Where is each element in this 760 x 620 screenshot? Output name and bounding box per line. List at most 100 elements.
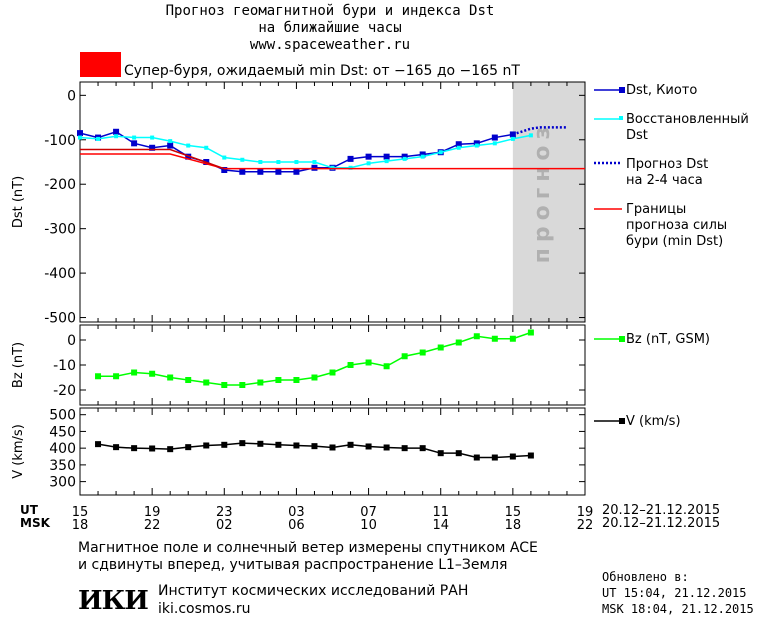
data-point [365, 443, 372, 450]
data-point [185, 444, 192, 451]
data-point [275, 377, 282, 383]
y-tick-label: -400 [44, 266, 76, 282]
msk-label: MSK [20, 516, 50, 530]
data-point [312, 160, 317, 164]
legend-bounds-1: Границы [626, 202, 687, 217]
panel-frame [79, 81, 586, 323]
x-tick-label-ut: 15 [505, 505, 522, 520]
data-point [239, 382, 246, 388]
y-tick-label: 350 [49, 458, 76, 474]
data-point [275, 441, 282, 448]
data-point [132, 135, 137, 140]
data-point [168, 139, 173, 144]
x-tick-label-msk: 22 [144, 518, 161, 533]
x-tick-label-msk: 22 [577, 518, 594, 533]
series-line [512, 126, 567, 136]
forecast-label: прогноз [530, 121, 555, 264]
data-point [167, 142, 174, 149]
data-point [347, 155, 354, 162]
data-point [311, 164, 318, 171]
data-point [222, 155, 227, 160]
data-point [419, 349, 426, 356]
data-point [240, 157, 245, 162]
data-point [167, 374, 174, 381]
y-tick-label: -100 [44, 133, 76, 149]
data-point [365, 359, 372, 366]
data-point [95, 373, 102, 380]
data-point [221, 382, 228, 388]
legend-bz: Bz (nT, GSM) [626, 332, 711, 347]
data-point [149, 445, 156, 452]
series-line [80, 148, 225, 170]
data-point [473, 140, 480, 147]
legend-swatch-dst-marker [619, 87, 625, 93]
legend-restored-1: Восстановленный [626, 112, 749, 127]
data-point [78, 135, 82, 140]
data-point [186, 143, 191, 148]
data-point [204, 145, 209, 150]
forecast-region [512, 82, 585, 322]
x-tick-label-ut: 15 [72, 505, 89, 520]
y-tick-label: -300 [44, 222, 76, 238]
storm-text: Супер-буря, ожидаемый min Dst: от −165 д… [124, 63, 520, 79]
y-tick-label: -10 [53, 358, 76, 374]
updated-label: Обновлено в: [602, 570, 689, 584]
series-line [80, 153, 585, 170]
panel-frame [79, 324, 586, 406]
data-point [366, 161, 371, 166]
institute-name: Институт космических исследований РАН [158, 583, 469, 599]
data-point [150, 135, 155, 140]
data-point [383, 444, 390, 451]
data-point [347, 441, 354, 448]
legend-forecast-2: на 2-4 часа [626, 173, 703, 188]
header-site: www.spaceweather.ru [249, 37, 411, 53]
data-point [510, 136, 515, 141]
x-tick-label-msk: 18 [505, 518, 522, 533]
data-point [257, 379, 264, 386]
data-point [275, 168, 282, 175]
data-point [95, 441, 102, 448]
x-tick-label-msk: 02 [216, 518, 233, 533]
x-tick-label-ut: 03 [288, 505, 305, 520]
updated-msk: MSK 18:04, 21.12.2015 [602, 602, 754, 616]
data-point [456, 145, 461, 150]
y-tick-label: -200 [44, 177, 76, 193]
data-point [527, 452, 534, 459]
data-point [203, 379, 210, 386]
legend-bounds-3: бури (min Dst) [626, 234, 724, 249]
legend-dst-kyoto: Dst, Киото [626, 83, 698, 98]
data-point [131, 369, 138, 376]
data-point [384, 159, 389, 164]
x-tick-label-ut: 11 [432, 505, 449, 520]
y-tick-label: 0 [67, 333, 76, 349]
data-point [419, 445, 426, 452]
chart-title-line1: Прогноз геомагнитной бури и индекса Dst [165, 3, 495, 19]
data-point [491, 335, 498, 342]
data-point [294, 160, 299, 164]
date-range-msk: 20.12–21.12.2015 [602, 516, 721, 531]
legend-swatch-v-marker [619, 418, 625, 424]
data-point [473, 333, 480, 340]
y-tick-label: 0 [67, 88, 76, 104]
x-tick-label-ut: 07 [360, 505, 377, 520]
legend-forecast-1: Прогноз Dst [626, 157, 709, 172]
data-point [528, 133, 533, 138]
data-point [185, 377, 192, 383]
institute-site[interactable]: iki.cosmos.ru [158, 601, 251, 617]
y-axis-label: Bz (nT) [11, 342, 26, 388]
x-tick-label-ut: 19 [144, 505, 161, 520]
data-point [383, 363, 390, 370]
legend-v: V (km/s) [626, 414, 681, 429]
legend-swatch-bz-marker [619, 336, 625, 342]
data-point [329, 369, 336, 376]
data-point [113, 444, 120, 451]
data-point [239, 440, 246, 447]
x-tick-label-msk: 06 [288, 518, 305, 533]
data-point [329, 444, 336, 451]
data-point [455, 450, 462, 457]
data-point [258, 160, 263, 164]
data-point [491, 134, 498, 141]
data-point [293, 168, 300, 175]
y-tick-label: -20 [53, 383, 76, 399]
